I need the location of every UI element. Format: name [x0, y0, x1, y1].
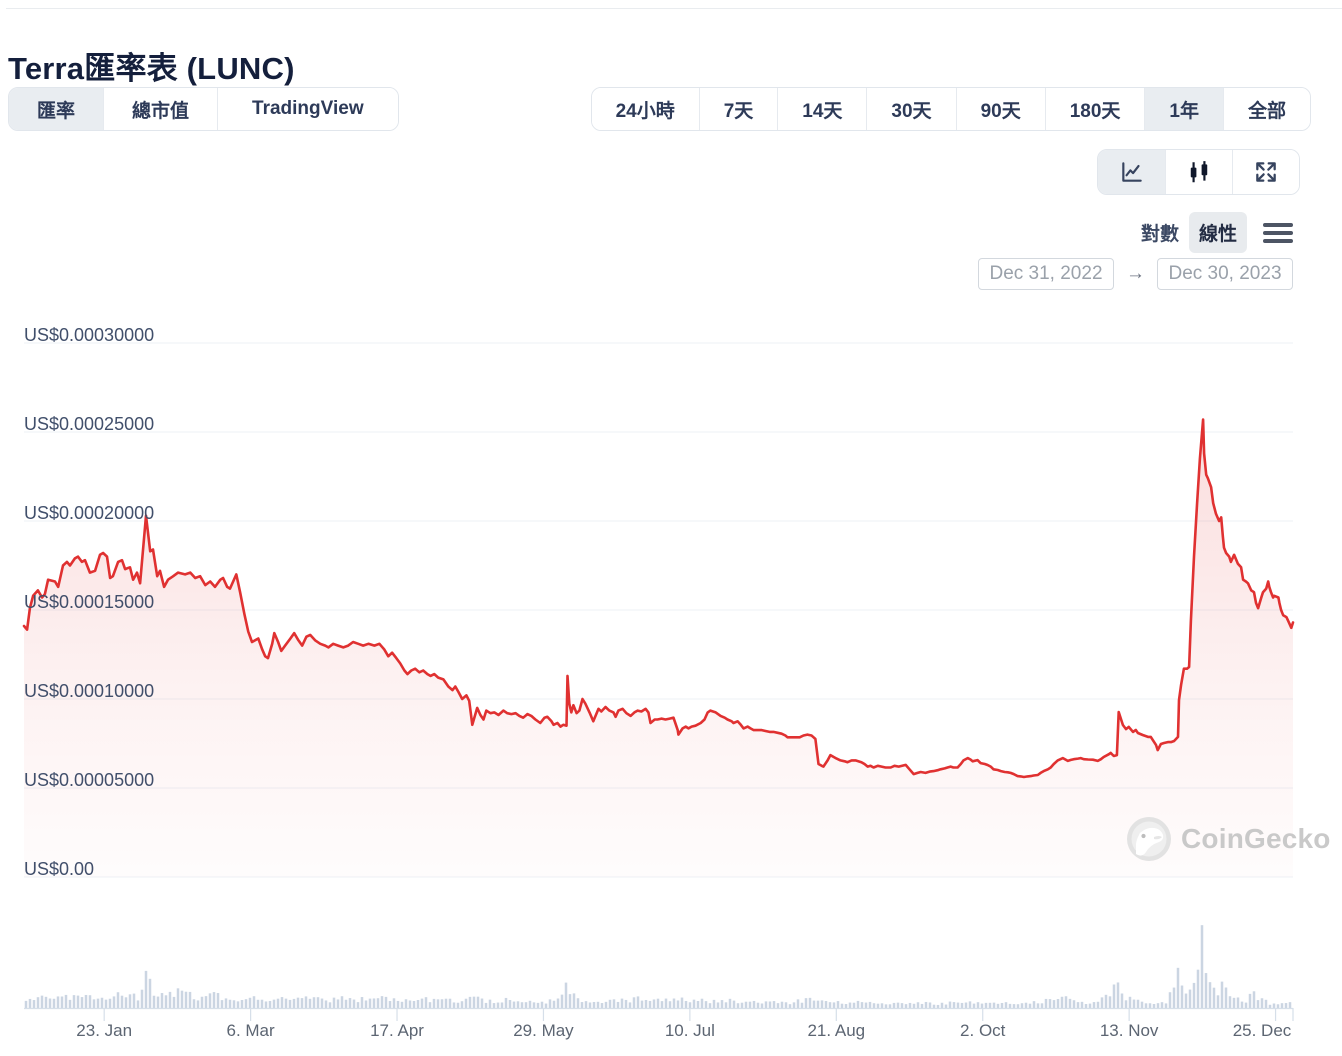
range-tab-group: 24小時 7天 14天 30天 90天 180天 1年 全部 — [590, 87, 1311, 131]
volume-bars — [24, 925, 1292, 1008]
fullscreen-button[interactable] — [1232, 150, 1299, 194]
tab-tradingview[interactable]: TradingView — [217, 88, 398, 130]
x-axis-label: 13. Nov — [1099, 1021, 1159, 1040]
tab-market-cap[interactable]: 總市值 — [103, 88, 218, 130]
range-24h[interactable]: 24小時 — [591, 88, 699, 130]
y-axis-label: US$0.00020000 — [24, 503, 155, 523]
range-30d[interactable]: 30天 — [866, 88, 956, 130]
date-range-picker: Dec 31, 2022 → Dec 30, 2023 — [978, 258, 1293, 290]
range-7d[interactable]: 7天 — [698, 88, 778, 130]
date-end-input[interactable]: Dec 30, 2023 — [1157, 258, 1293, 290]
candlestick-icon — [1186, 159, 1212, 185]
view-tab-group: 匯率 總市值 TradingView — [8, 87, 399, 131]
scale-log-option[interactable]: 對數 — [1140, 224, 1179, 245]
y-axis-label: US$0.00 — [24, 859, 95, 879]
line-chart-icon — [1119, 159, 1145, 185]
price-chart[interactable] — [0, 320, 1342, 1056]
x-axis-label: 23. Jan — [76, 1021, 133, 1040]
x-axis-label: 2. Oct — [960, 1021, 1006, 1040]
top-divider — [6, 8, 1342, 9]
x-axis-label: 6. Mar — [226, 1021, 275, 1040]
x-axis-label: 17. Apr — [370, 1021, 424, 1040]
coingecko-logo-icon — [1126, 816, 1172, 862]
range-180d[interactable]: 180天 — [1044, 88, 1145, 130]
candlestick-button[interactable] — [1165, 150, 1232, 194]
range-14d[interactable]: 14天 — [777, 88, 867, 130]
arrow-right-icon: → — [1126, 263, 1145, 284]
x-axis-label: 10. Jul — [664, 1021, 715, 1040]
chart-type-group — [1097, 149, 1300, 195]
scale-toggle: 對數 線性 — [1131, 212, 1293, 253]
coingecko-watermark: CoinGecko — [1126, 816, 1331, 862]
fullscreen-icon — [1253, 159, 1279, 185]
x-axis-label: 21. Aug — [807, 1021, 866, 1040]
range-1y[interactable]: 1年 — [1144, 88, 1223, 130]
price-line — [22, 418, 1295, 779]
page-title: Terra匯率表 (LUNC) — [8, 50, 295, 86]
tab-exchange-rate[interactable]: 匯率 — [9, 88, 104, 130]
range-all[interactable]: 全部 — [1222, 88, 1310, 130]
scale-linear-option[interactable]: 線性 — [1188, 212, 1247, 253]
y-axis-label: US$0.00025000 — [24, 414, 155, 434]
y-axis-label: US$0.00030000 — [24, 325, 155, 345]
price-area-fill — [24, 419, 1293, 877]
line-chart-button[interactable] — [1098, 150, 1165, 194]
hamburger-menu-icon[interactable] — [1263, 221, 1293, 245]
y-axis-label: US$0.00010000 — [24, 681, 155, 701]
x-axis-label: 25. Dec — [1232, 1021, 1292, 1040]
date-start-input[interactable]: Dec 31, 2022 — [978, 258, 1114, 290]
x-axis — [24, 1007, 1294, 1021]
y-axis-label: US$0.00005000 — [24, 770, 155, 790]
x-axis-label: 29. May — [513, 1021, 574, 1040]
range-90d[interactable]: 90天 — [955, 88, 1045, 130]
coingecko-watermark-text: CoinGecko — [1181, 823, 1331, 854]
y-axis-label: US$0.00015000 — [24, 592, 155, 612]
